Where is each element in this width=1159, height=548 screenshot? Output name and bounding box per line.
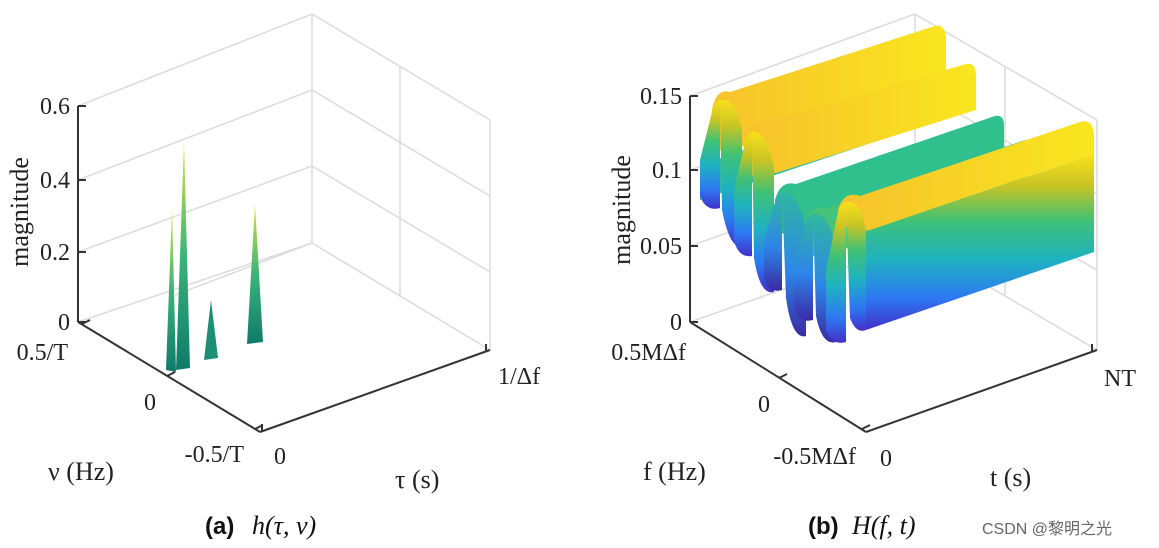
panel-b: 0.15 0.1 0.05 0 0.5MΔf 0 -0.5MΔf 0 NT ma… [607,13,1136,540]
b-surface [700,25,1094,343]
a-panel-label: (a) [205,513,234,540]
a-spike-2 [176,142,190,370]
b-ylabel: f (Hz) [643,457,706,486]
a-spike-4 [247,204,263,344]
panel-a: 0.6 0.4 0.2 0 0.5/T 0 -0.5/T 0 1/Δf magn… [5,13,540,540]
a-nutick-zero: 0 [144,390,156,416]
watermark: CSDN @黎明之光 [982,520,1112,538]
panel-a-grid [77,13,491,351]
b-ridge-5 [826,121,1094,343]
b-ttick-end: NT [1104,366,1136,392]
a-nutick-bottom: -0.5/T [185,442,245,468]
a-ylabel: ν (Hz) [48,457,114,486]
b-ztick-0: 0 [670,310,682,336]
a-tautick-end: 1/Δf [498,364,540,390]
b-ztick-0.15: 0.15 [640,84,682,110]
a-xlabel: τ (s) [395,465,439,494]
a-title: h(τ, ν) [252,511,316,540]
a-nutick-top: 0.5/T [17,340,69,366]
a-spike-3 [204,300,218,360]
a-zlabel: magnitude [5,157,34,267]
a-spikes [166,142,263,372]
b-caption: (b) H(f, t) [808,511,916,540]
a-ztick-0.6: 0.6 [40,94,70,120]
b-xlabel: t (s) [990,463,1031,492]
b-zlabel: magnitude [607,155,636,265]
b-ttick-zero: 0 [880,446,892,472]
b-ftick-bottom: -0.5MΔf [773,444,856,470]
a-spike-1 [166,208,176,372]
b-ztick-0.1: 0.1 [652,158,682,184]
a-ztick-0.4: 0.4 [40,168,70,194]
a-ztick-0: 0 [58,310,70,336]
a-tautick-zero: 0 [274,444,286,470]
b-ztick-0.05: 0.05 [640,234,682,260]
b-title: H(f, t) [851,511,916,540]
b-ftick-top: 0.5MΔf [611,340,686,366]
a-caption: (a) h(τ, ν) [205,511,316,540]
a-ztick-0.2: 0.2 [40,240,70,266]
b-panel-label: (b) [808,513,839,540]
panel-a-axes [77,105,491,433]
panel-b-axes [689,95,1098,433]
b-ftick-zero: 0 [758,392,770,418]
